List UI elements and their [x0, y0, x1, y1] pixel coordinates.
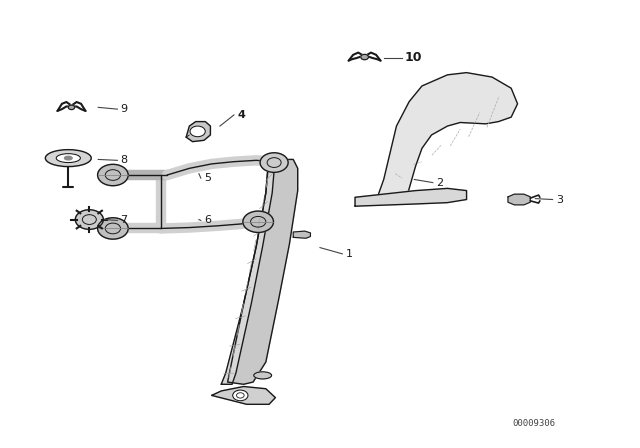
Text: 4: 4 [237, 110, 245, 120]
Ellipse shape [45, 150, 92, 167]
Text: 3: 3 [556, 194, 563, 205]
Circle shape [98, 218, 128, 239]
Polygon shape [221, 162, 275, 384]
Text: 00009306: 00009306 [512, 419, 555, 428]
Text: 6: 6 [204, 215, 211, 225]
Text: 10: 10 [404, 52, 422, 65]
Circle shape [260, 153, 288, 172]
Polygon shape [355, 188, 467, 206]
Circle shape [68, 105, 75, 110]
Polygon shape [212, 387, 275, 404]
Text: 8: 8 [120, 155, 127, 165]
Polygon shape [186, 121, 211, 142]
Polygon shape [228, 159, 298, 384]
Circle shape [98, 164, 128, 186]
Text: 2: 2 [436, 177, 443, 188]
Circle shape [76, 210, 103, 229]
Ellipse shape [253, 372, 271, 379]
Circle shape [361, 54, 369, 60]
Ellipse shape [65, 156, 72, 160]
Text: 9: 9 [120, 104, 127, 114]
Text: 7: 7 [120, 215, 127, 225]
Polygon shape [293, 231, 310, 238]
Polygon shape [378, 73, 518, 204]
Ellipse shape [56, 154, 81, 163]
Polygon shape [508, 194, 531, 205]
Circle shape [190, 126, 205, 137]
Circle shape [233, 390, 248, 401]
Text: 1: 1 [346, 249, 353, 259]
Circle shape [243, 211, 273, 233]
Text: 5: 5 [204, 173, 211, 183]
